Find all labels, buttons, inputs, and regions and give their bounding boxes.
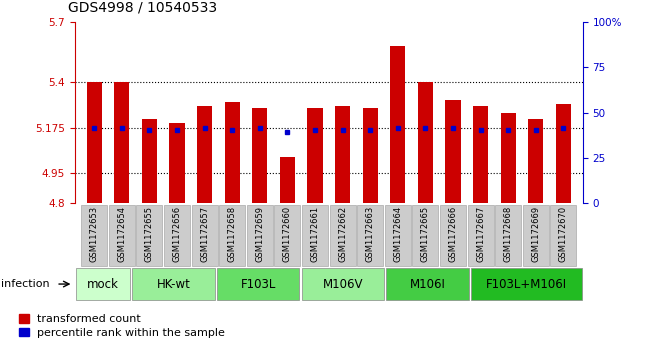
Text: GSM1172665: GSM1172665 <box>421 206 430 262</box>
FancyBboxPatch shape <box>550 205 576 266</box>
Bar <box>528 119 544 203</box>
Bar <box>473 106 488 203</box>
Text: GSM1172659: GSM1172659 <box>255 206 264 262</box>
Text: mock: mock <box>87 278 119 290</box>
Text: GSM1172657: GSM1172657 <box>200 206 209 262</box>
Legend: transformed count, percentile rank within the sample: transformed count, percentile rank withi… <box>19 314 225 338</box>
Bar <box>307 109 322 203</box>
FancyBboxPatch shape <box>109 205 135 266</box>
Text: GSM1172658: GSM1172658 <box>228 206 237 262</box>
Bar <box>142 119 157 203</box>
Text: GDS4998 / 10540533: GDS4998 / 10540533 <box>68 0 217 15</box>
FancyBboxPatch shape <box>440 205 466 266</box>
FancyBboxPatch shape <box>274 205 300 266</box>
FancyBboxPatch shape <box>137 205 162 266</box>
FancyBboxPatch shape <box>191 205 217 266</box>
FancyBboxPatch shape <box>132 268 215 300</box>
Text: GSM1172656: GSM1172656 <box>173 206 182 262</box>
Bar <box>114 82 130 203</box>
Bar <box>418 82 433 203</box>
FancyBboxPatch shape <box>164 205 190 266</box>
Bar <box>169 123 185 203</box>
FancyBboxPatch shape <box>301 268 384 300</box>
FancyBboxPatch shape <box>302 205 328 266</box>
Text: GSM1172661: GSM1172661 <box>311 206 320 262</box>
Bar <box>225 102 240 203</box>
Text: GSM1172663: GSM1172663 <box>366 206 374 262</box>
FancyBboxPatch shape <box>217 268 299 300</box>
FancyBboxPatch shape <box>471 268 581 300</box>
FancyBboxPatch shape <box>467 205 493 266</box>
FancyBboxPatch shape <box>357 205 383 266</box>
Text: M106I: M106I <box>409 278 445 290</box>
Text: GSM1172668: GSM1172668 <box>504 206 512 262</box>
FancyBboxPatch shape <box>76 268 130 300</box>
Text: M106V: M106V <box>323 278 363 290</box>
Text: GSM1172664: GSM1172664 <box>393 206 402 262</box>
Text: GSM1172654: GSM1172654 <box>117 206 126 262</box>
Bar <box>252 109 268 203</box>
Text: GSM1172666: GSM1172666 <box>449 206 458 262</box>
FancyBboxPatch shape <box>386 268 469 300</box>
Text: GSM1172667: GSM1172667 <box>476 206 485 262</box>
FancyBboxPatch shape <box>412 205 438 266</box>
Text: GSM1172660: GSM1172660 <box>283 206 292 262</box>
Text: GSM1172662: GSM1172662 <box>338 206 347 262</box>
Bar <box>390 46 406 203</box>
Bar <box>363 109 378 203</box>
FancyBboxPatch shape <box>247 205 273 266</box>
Bar <box>445 101 460 203</box>
FancyBboxPatch shape <box>385 205 411 266</box>
Text: HK-wt: HK-wt <box>157 278 191 290</box>
Bar <box>280 157 295 203</box>
Text: GSM1172653: GSM1172653 <box>90 206 99 262</box>
Text: F103L: F103L <box>240 278 276 290</box>
Text: GSM1172670: GSM1172670 <box>559 206 568 262</box>
FancyBboxPatch shape <box>329 205 355 266</box>
FancyBboxPatch shape <box>495 205 521 266</box>
FancyBboxPatch shape <box>523 205 549 266</box>
Bar <box>197 106 212 203</box>
Bar <box>87 82 102 203</box>
FancyBboxPatch shape <box>219 205 245 266</box>
FancyBboxPatch shape <box>81 205 107 266</box>
Text: infection: infection <box>1 279 50 289</box>
Bar <box>335 106 350 203</box>
Text: GSM1172655: GSM1172655 <box>145 206 154 262</box>
Bar <box>556 105 571 203</box>
Bar <box>501 113 516 203</box>
Text: GSM1172669: GSM1172669 <box>531 206 540 262</box>
Text: F103L+M106I: F103L+M106I <box>486 278 567 290</box>
